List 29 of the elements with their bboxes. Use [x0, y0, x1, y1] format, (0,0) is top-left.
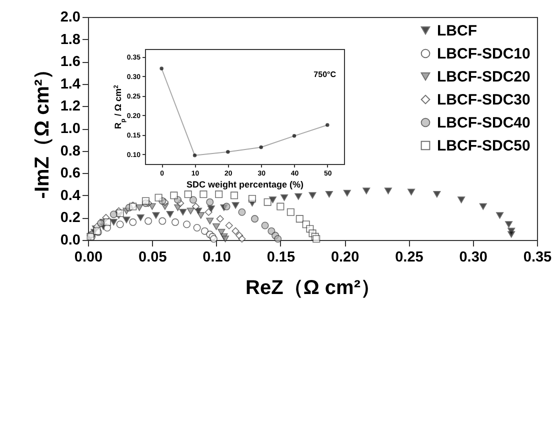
y-tick-label: 0.0 [60, 232, 80, 248]
legend-label: LBCF-SDC30 [437, 92, 530, 108]
y-tick-label: 1.2 [60, 98, 80, 115]
y-tick-label: 0.6 [60, 166, 80, 182]
legend-label: LBCF-SDC40 [437, 114, 530, 132]
x-tick-label: 0.05 [138, 250, 167, 266]
x-axis-title: SDC weight percentage (%) [186, 180, 304, 190]
legend-label: LBCF-SDC20 [437, 68, 530, 86]
x-tick-label: 0.00 [74, 250, 103, 266]
y-tick-label: 0.8 [60, 143, 80, 160]
y-tick-label: 1.6 [60, 54, 80, 70]
x-tick-label: 0.35 [523, 250, 552, 266]
y-tick-label: 0.2 [60, 210, 80, 226]
annotation: 750°C [314, 70, 336, 79]
x-tick-label: 0.20 [330, 250, 360, 266]
y-axis-title: -ImZ（Ω cm²） [31, 59, 54, 199]
x-tick-label: 0.15 [266, 250, 296, 266]
y-tick-label: 1.0 [60, 121, 80, 137]
legend-label: LBCF-SDC10 [437, 46, 530, 62]
x-tick-label: 0.30 [459, 250, 488, 266]
x-tick-label: 0.10 [202, 250, 231, 266]
legend-label: LBCF [437, 22, 477, 40]
y-tick-label: 1.8 [60, 32, 80, 48]
y-tick-label: 2.0 [60, 10, 80, 26]
x-axis-title: ReZ（Ω cm²） [246, 277, 380, 299]
y-tick-label: 0.4 [60, 188, 80, 204]
y-tick-label: 1.4 [60, 76, 80, 92]
legend-label: LBCF-SDC50 [437, 138, 530, 154]
x-tick-label: 0.25 [395, 250, 424, 266]
